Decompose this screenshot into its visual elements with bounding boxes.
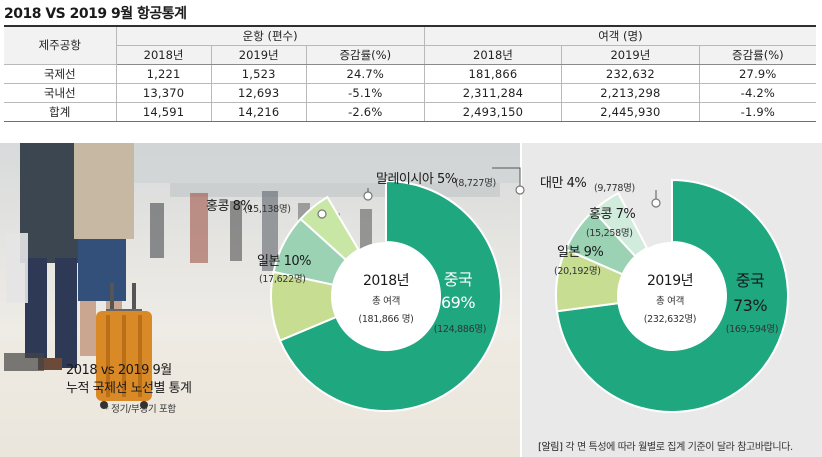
header-airport: 제주공항 (4, 25, 116, 65)
slice-count-2018-japan: (17,622명) (259, 274, 306, 285)
row-label: 합계 (4, 102, 116, 122)
caption-note: * 정기/부정기 포함 (104, 404, 176, 415)
table-cell: -5.1% (305, 83, 425, 103)
slice-count-2019-china: (169,594명) (725, 324, 779, 335)
table-cell: -2.6% (305, 102, 425, 122)
table-cell: 232,632 (561, 64, 700, 84)
table-cell: 181,866 (423, 64, 562, 84)
subheader-flights-2019: 2019년 (210, 45, 307, 65)
slice-count-2018-china: (124,886명) (433, 324, 487, 335)
table-row: 국내선 13,370 12,693 -5.1% 2,311,284 2,213,… (4, 83, 816, 103)
row-label: 국내선 (4, 83, 116, 103)
label-leader-lines (317, 167, 661, 219)
donut-center (332, 242, 440, 350)
table-row: 합계 14,591 14,216 -2.6% 2,493,150 2,445,9… (4, 102, 816, 122)
slice-label-2019-hongkong: 홍콩 7% (589, 207, 636, 222)
table-cell: 27.9% (698, 64, 816, 84)
footnote-tag: [알림] (538, 442, 563, 453)
center-title-2018: 2018년 (362, 273, 410, 289)
leader-2018-edge-line (492, 167, 521, 190)
slice-label-2019-japan: 일본 9% (557, 245, 604, 260)
leader-2019-taiwan-dot (651, 198, 661, 208)
leader-2018-edge-dot (515, 185, 525, 195)
center-title-2019: 2019년 (646, 273, 694, 289)
slice-pct-2018-china: 69% (440, 293, 476, 312)
subheader-flights-rate: 증감률(%) (305, 45, 425, 65)
slice-pct-2019-china: 73% (732, 296, 768, 315)
row-label: 국제선 (4, 64, 116, 84)
header-passengers: 여객 (명) (423, 25, 816, 46)
table-cell: 13,370 (115, 83, 212, 103)
footnote: [알림] 각 면 특성에 따라 월별로 집계 기준이 달라 참고바랍니다. (538, 438, 793, 453)
donut-chart-2018 (270, 179, 502, 412)
slice-label-2019-china: 중국 (735, 271, 765, 290)
footnote-text: 각 면 특성에 따라 월별로 집계 기준이 달라 참고바랍니다. (562, 442, 793, 453)
slice-label-2018-japan: 일본 10% (257, 254, 311, 269)
table-cell: 24.7% (305, 64, 425, 84)
center-total-2019: (232,632명) (643, 314, 697, 325)
subheader-pax-2018: 2018년 (423, 45, 562, 65)
donut-center (618, 242, 726, 350)
slice-label-2018-hongkong: 홍콩 8% (206, 199, 253, 214)
subheader-flights-2018: 2018년 (115, 45, 212, 65)
caption-line1: 2018 vs 2019 9월 (66, 363, 172, 378)
slice-count-2018-hongkong: (15,138명) (244, 204, 291, 215)
leader-2018-hongkong-dot (317, 209, 327, 219)
slice-count-2019-hongkong: (15,258명) (586, 228, 633, 239)
subheader-pax-rate: 증감률(%) (698, 45, 816, 65)
leader-2018-malaysia-dot (363, 191, 373, 201)
subheader-pax-2019: 2019년 (561, 45, 700, 65)
caption-line2: 누적 국제선 노선별 통계 (66, 381, 192, 396)
table-row: 국제선 1,221 1,523 24.7% 181,866 232,632 27… (4, 64, 816, 84)
header-flights: 운항 (편수) (115, 25, 425, 46)
table-cell: 1,221 (115, 64, 212, 84)
table-cell: -1.9% (698, 102, 816, 122)
table-cell: 14,591 (115, 102, 212, 122)
center-sub-2019: 총 여객 (655, 296, 685, 307)
donut-chart-2019 (555, 178, 789, 413)
center-total-2018: (181,866 명) (358, 314, 414, 325)
slice-label-2018-malaysia: 말레이시아 5% (376, 172, 457, 187)
table-cell: 2,311,284 (423, 83, 562, 103)
center-sub-2018: 총 여객 (371, 296, 401, 307)
table-cell: 14,216 (210, 102, 307, 122)
table-cell: 2,493,150 (423, 102, 562, 122)
slice-count-2019-taiwan: (9,778명) (594, 183, 635, 194)
slice-label-2019-taiwan: 대만 4% (540, 176, 587, 191)
flight-stats-table: 제주공항 운항 (편수) 여객 (명) 2018년 2019년 증감률(%) 2… (4, 25, 816, 122)
slice-count-2018-malaysia: (8,727명) (455, 178, 496, 189)
table-cell: 2,445,930 (561, 102, 700, 122)
slice-label-2018-china: 중국 (443, 270, 473, 289)
page-title: 2018 VS 2019 9월 항공통계 (4, 6, 187, 22)
table-cell: 12,693 (210, 83, 307, 103)
slice-count-2019-japan: (20,192명) (554, 266, 601, 277)
table-cell: 1,523 (210, 64, 307, 84)
table-cell: 2,213,298 (561, 83, 700, 103)
table-cell: -4.2% (698, 83, 816, 103)
